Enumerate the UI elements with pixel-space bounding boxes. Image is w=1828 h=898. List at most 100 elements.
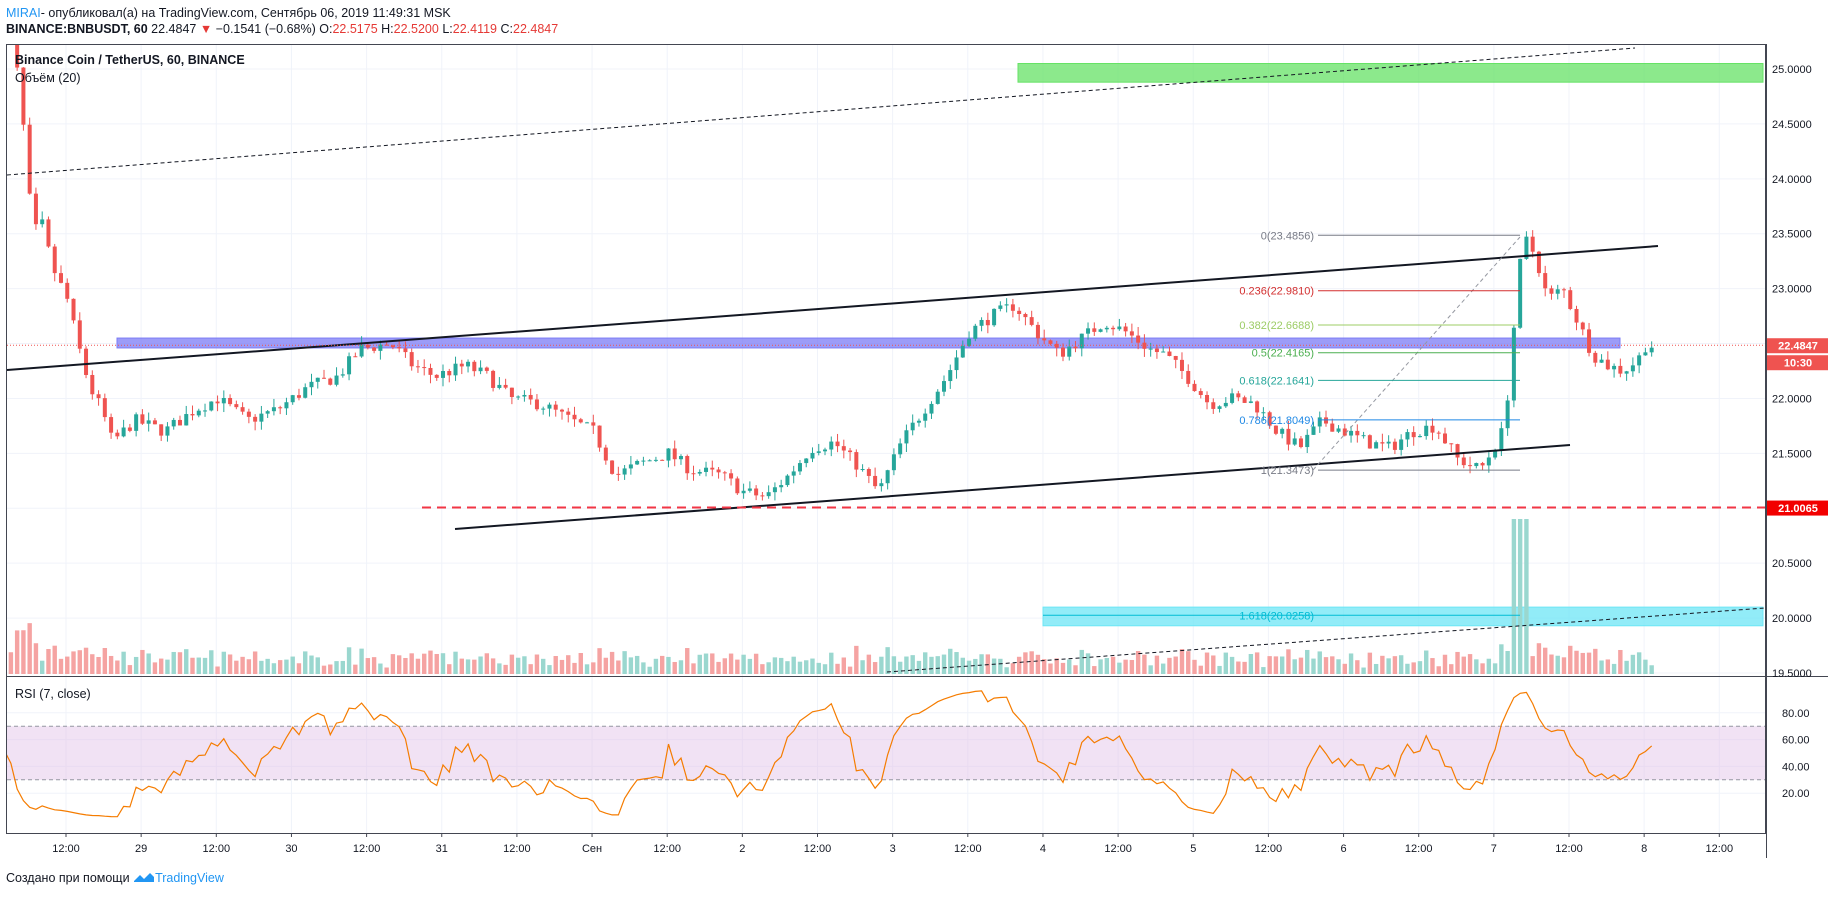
candle bbox=[1073, 346, 1078, 349]
volume-bar bbox=[309, 655, 314, 674]
pane-frames bbox=[6, 44, 1828, 858]
volume-bar bbox=[58, 658, 64, 674]
candle bbox=[234, 404, 239, 408]
volume-bar bbox=[1060, 662, 1066, 674]
volume-bar bbox=[1405, 663, 1410, 674]
candle bbox=[628, 464, 633, 469]
candle bbox=[3, 4, 7, 6]
candle bbox=[1637, 355, 1642, 366]
chart-frame bbox=[6, 44, 1766, 834]
candle bbox=[1612, 365, 1617, 370]
volume-bar bbox=[240, 656, 245, 674]
volume-bar bbox=[1348, 653, 1354, 674]
candle bbox=[1549, 288, 1554, 294]
volume-bar bbox=[234, 660, 239, 674]
volume-bar bbox=[1079, 649, 1084, 674]
volume-bar bbox=[1386, 658, 1391, 674]
candle bbox=[729, 473, 734, 479]
candle bbox=[165, 426, 170, 436]
candle bbox=[1605, 359, 1610, 370]
candle bbox=[1480, 463, 1485, 466]
volume-bar bbox=[1173, 656, 1178, 674]
volume-bar bbox=[1586, 652, 1592, 674]
volume-bar bbox=[1611, 663, 1617, 674]
volume-bar bbox=[685, 648, 690, 674]
candle bbox=[1192, 383, 1197, 392]
volume-bar bbox=[1098, 659, 1103, 674]
candle bbox=[434, 374, 439, 378]
volume-bar bbox=[1430, 658, 1435, 674]
fib-retracement[interactable]: 0(23.4856) 0.236(22.9810) 0.382(22.6688) 0.… bbox=[1043, 230, 1520, 622]
volume-bar bbox=[735, 659, 740, 674]
candle bbox=[503, 384, 508, 388]
candle bbox=[1624, 371, 1629, 374]
candle bbox=[46, 219, 51, 247]
volume-bar bbox=[165, 659, 170, 674]
candle bbox=[1154, 348, 1159, 353]
candle bbox=[1029, 317, 1034, 325]
volume-bar bbox=[1643, 659, 1648, 674]
volume-bar bbox=[1624, 660, 1629, 674]
candle bbox=[84, 348, 89, 375]
volume-bar bbox=[1574, 650, 1579, 674]
time-tick-label: 12:00 bbox=[653, 843, 681, 855]
candle bbox=[1117, 326, 1122, 330]
candle bbox=[209, 401, 214, 411]
candle bbox=[534, 399, 539, 410]
candle bbox=[121, 427, 126, 437]
volume-bar bbox=[1492, 663, 1498, 674]
candle bbox=[1461, 457, 1466, 466]
volume-bar bbox=[1211, 655, 1216, 674]
candle bbox=[904, 430, 909, 444]
volume-bar bbox=[315, 657, 320, 674]
volume-bar bbox=[609, 651, 615, 674]
volume-bar bbox=[1198, 665, 1203, 674]
candle bbox=[1186, 370, 1191, 384]
candle bbox=[1111, 327, 1116, 330]
candle bbox=[21, 67, 26, 125]
trend-lines[interactable] bbox=[7, 47, 1765, 673]
volume-bar bbox=[1217, 665, 1222, 674]
volume-bar bbox=[1517, 519, 1523, 674]
candle bbox=[973, 325, 978, 339]
volume-bar bbox=[1129, 659, 1135, 674]
volume-bar bbox=[328, 664, 333, 674]
candle bbox=[472, 361, 477, 372]
candle bbox=[1405, 432, 1410, 440]
volume-bar bbox=[321, 665, 327, 674]
candle bbox=[1386, 441, 1391, 444]
time-tick-label: Сен bbox=[582, 843, 602, 855]
candle bbox=[1587, 329, 1592, 353]
price-axis-label-bg bbox=[1767, 500, 1828, 516]
volume-bar bbox=[954, 652, 959, 674]
candle bbox=[929, 403, 934, 414]
candle bbox=[935, 391, 940, 404]
volume-bar bbox=[371, 657, 377, 674]
candle bbox=[1374, 442, 1379, 449]
volume-bar bbox=[1580, 652, 1585, 674]
candle bbox=[1230, 393, 1235, 403]
price-change: −0.1541 (−0.68%) bbox=[215, 22, 316, 36]
candle bbox=[265, 411, 270, 414]
volume-bar bbox=[415, 658, 421, 674]
volume-bar bbox=[1549, 654, 1554, 674]
volume-bar bbox=[1505, 651, 1510, 674]
tradingview-logo-icon bbox=[134, 873, 155, 882]
volume-bar bbox=[528, 664, 533, 674]
candle bbox=[466, 361, 471, 367]
volume-bar bbox=[1499, 644, 1504, 674]
fib-level-label: 0(23.4856) bbox=[1261, 230, 1314, 242]
volume-bar bbox=[1380, 655, 1385, 674]
tradingview-link[interactable]: TradingView bbox=[155, 871, 224, 885]
volume-bar bbox=[616, 660, 621, 674]
author-name[interactable]: MIRAI bbox=[6, 6, 41, 20]
candle bbox=[190, 414, 195, 416]
volume-bar bbox=[8, 652, 14, 674]
volume-bar bbox=[453, 651, 458, 674]
volume-bar bbox=[1536, 643, 1542, 674]
volume-bar bbox=[490, 658, 496, 674]
candle bbox=[372, 347, 377, 351]
candle bbox=[177, 419, 182, 426]
volume-bar bbox=[854, 645, 859, 674]
